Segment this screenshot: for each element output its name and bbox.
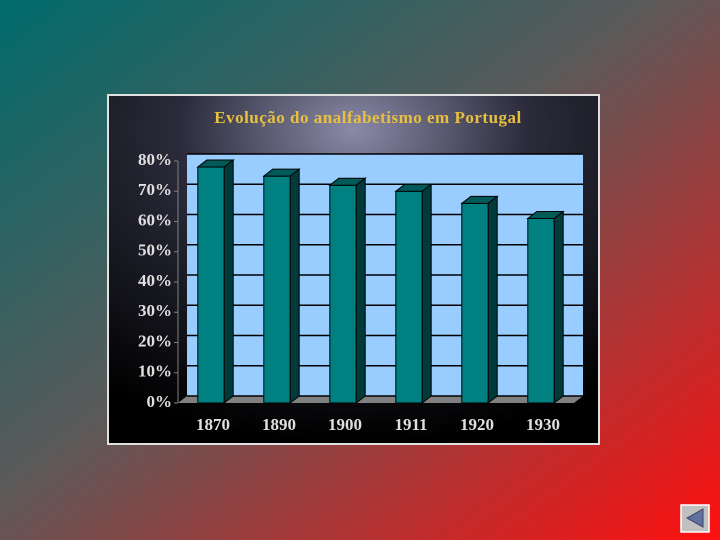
bar-top	[526, 210, 565, 219]
plot-area: 0% 10% 20% 30% 40% 50% 60% 70% 80% 1870 1890 1900 19…	[138, 150, 583, 434]
y-tick-label: 0%	[147, 392, 173, 411]
y-tick-label: 50%	[138, 241, 172, 260]
bar	[196, 159, 235, 405]
x-tick-label: 1911	[394, 415, 427, 434]
bar-top	[196, 159, 235, 168]
x-tick-label: 1930	[526, 415, 560, 434]
y-tick-label: 20%	[138, 331, 172, 350]
x-tick-label: 1920	[460, 415, 494, 434]
nav-arrow[interactable]	[685, 508, 704, 528]
bar-front	[263, 175, 291, 404]
bar	[526, 210, 565, 405]
bar-side	[289, 168, 300, 405]
bar-top	[328, 177, 367, 186]
bar-top	[262, 168, 301, 177]
bar-side	[421, 183, 432, 405]
y-tick-label: 80%	[138, 150, 172, 169]
floor	[178, 396, 583, 403]
bar-front	[395, 190, 423, 404]
bar-front	[527, 217, 555, 404]
bar-front	[329, 184, 357, 404]
chart-title: Evolução do analfabetismo em Portugal	[214, 108, 522, 127]
bar-side	[487, 195, 498, 405]
bar-front	[461, 202, 489, 404]
bar-top	[460, 195, 499, 204]
nav-button[interactable]	[680, 504, 710, 533]
x-tick-label: 1890	[262, 415, 296, 434]
bar	[328, 177, 367, 405]
y-tick-label: 40%	[138, 271, 172, 290]
bar-side	[223, 159, 234, 405]
y-tick-label: 60%	[138, 210, 172, 229]
y-tick-label: 30%	[138, 301, 172, 320]
bar-top	[394, 183, 433, 192]
x-tick-label: 1900	[328, 415, 362, 434]
y-tick-label: 10%	[138, 362, 172, 381]
bar-side	[553, 210, 564, 405]
x-tick-label: 1870	[196, 415, 230, 434]
y-tick-label: 70%	[138, 180, 172, 199]
bar-front	[197, 166, 225, 404]
bar	[460, 195, 499, 405]
bar	[394, 183, 433, 405]
bar-side	[355, 177, 366, 405]
bar	[262, 168, 301, 405]
